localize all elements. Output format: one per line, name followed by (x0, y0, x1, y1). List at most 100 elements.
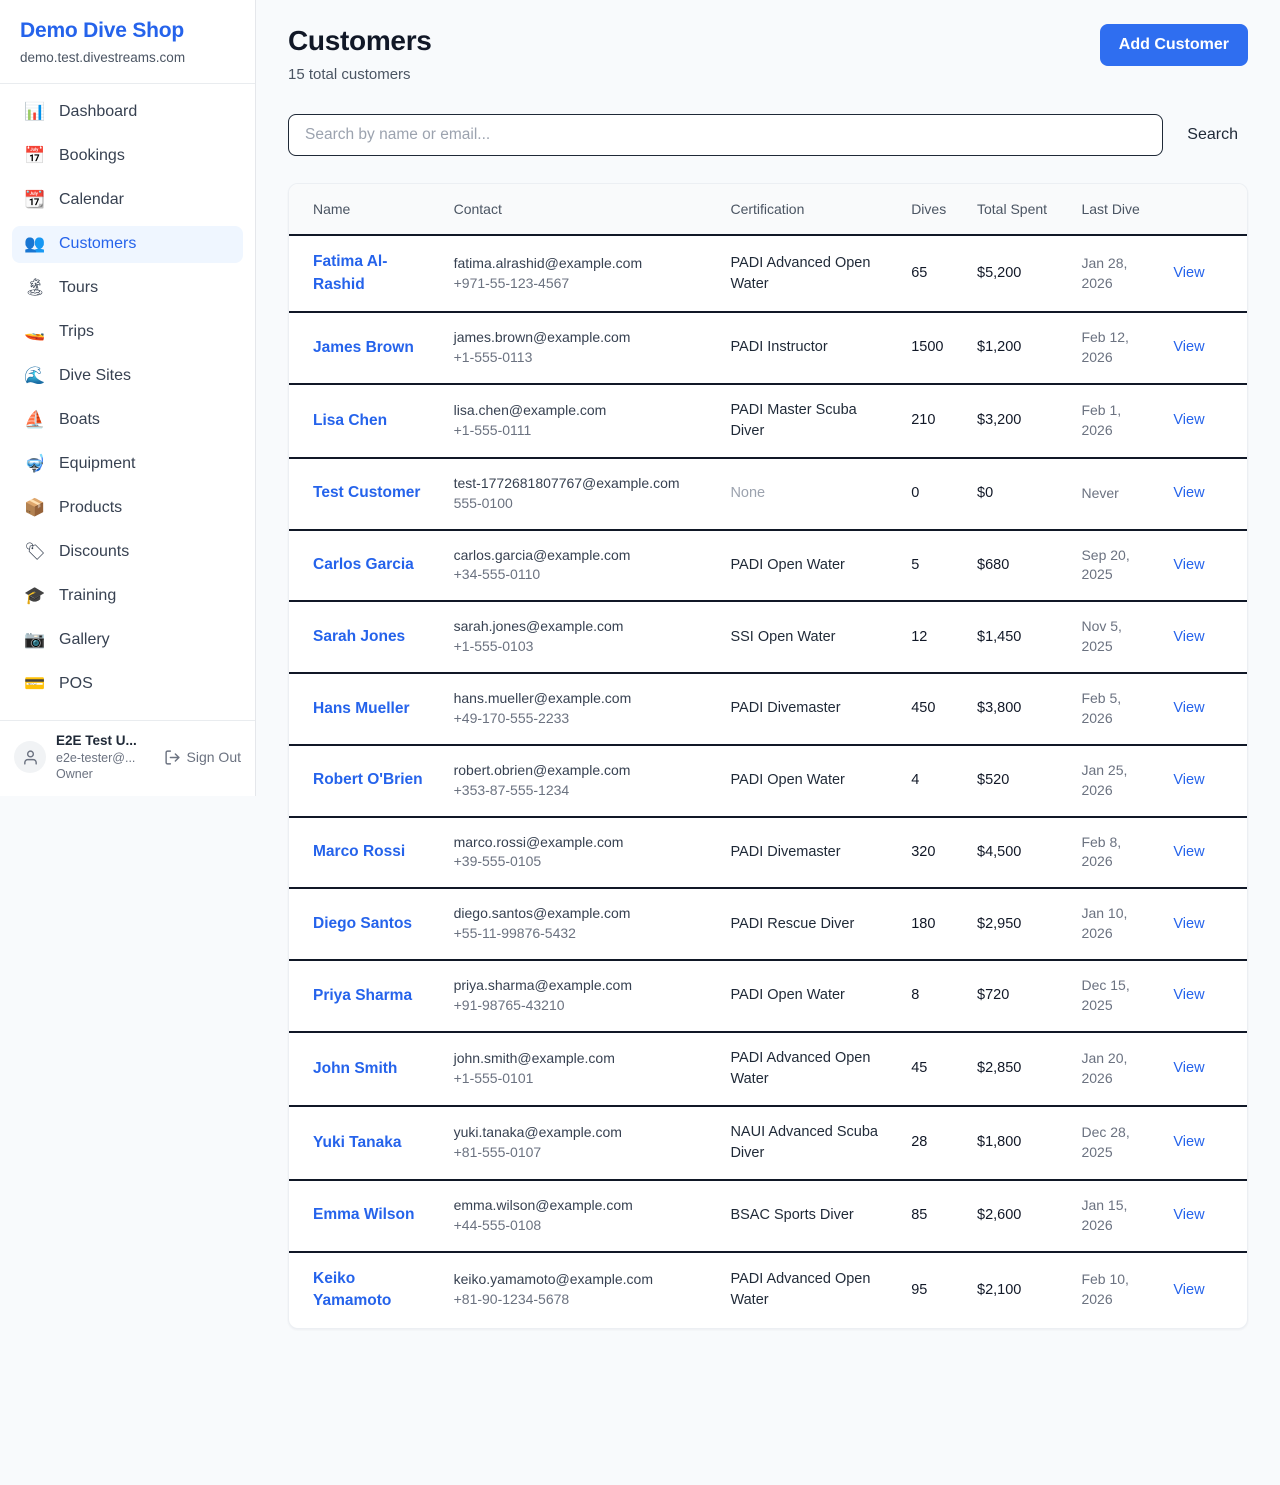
cell-actions: View (1163, 1105, 1247, 1181)
view-customer-link[interactable]: View (1173, 1207, 1205, 1224)
customer-last-dive: Feb 8, 2026 (1081, 833, 1122, 870)
user-role: Owner (56, 766, 93, 781)
customer-total-spent: $1,800 (977, 1134, 1022, 1151)
customer-certification: PADI Divemaster (730, 700, 841, 717)
sidebar-item-pos[interactable]: 💳 POS (12, 666, 243, 703)
customer-total-spent: $1,450 (977, 628, 1022, 645)
cell-total-spent: $520 (967, 744, 1072, 818)
add-customer-button[interactable]: Add Customer (1099, 24, 1248, 66)
customer-name-link[interactable]: Robert O'Brien (313, 771, 423, 789)
sidebar-item-discounts[interactable]: 🏷 Discounts (12, 534, 243, 571)
view-customer-link[interactable]: View (1173, 772, 1205, 789)
view-customer-link[interactable]: View (1173, 700, 1205, 717)
sidebar-item-label: Discounts (59, 543, 130, 561)
sidebar-nav: 📊 Dashboard 📅 Bookings 📆 Calendar 👥 Customers 🏝 T… (0, 84, 255, 720)
sidebar-item-products[interactable]: 📦 Products (12, 490, 243, 527)
cell-total-spent: $680 (967, 529, 1072, 603)
sidebar-item-dashboard[interactable]: 📊 Dashboard (12, 94, 243, 131)
view-customer-link[interactable]: View (1173, 628, 1205, 645)
cell-certification: PADI Master Scuba Diver (720, 383, 902, 459)
view-customer-link[interactable]: View (1173, 1060, 1205, 1077)
customer-name-link[interactable]: John Smith (313, 1059, 398, 1077)
customer-name-link[interactable]: Test Customer (313, 484, 421, 502)
credit-card-icon: 💳 (24, 673, 46, 694)
cell-contact: emma.wilson@example.com +44-555-0108 (443, 1179, 721, 1253)
sidebar-item-trips[interactable]: 🚤 Trips (12, 314, 243, 351)
view-customer-link[interactable]: View (1173, 412, 1205, 429)
cell-name: Keiko Yamamoto (289, 1252, 444, 1328)
customer-email: sarah.jones@example.com (453, 618, 624, 635)
table-row: Marco Rossi marco.rossi@example.com +39-55… (289, 816, 1247, 890)
customer-total-spent: $680 (977, 556, 1010, 573)
customer-name-link[interactable]: Emma Wilson (313, 1206, 415, 1224)
cell-last-dive: Dec 28, 2025 (1071, 1105, 1164, 1181)
sidebar-item-boats[interactable]: ⛵ Boats (12, 402, 243, 439)
customer-name-link[interactable]: Sarah Jones (313, 627, 406, 645)
customer-name-link[interactable]: Fatima Al-Rashid (313, 253, 388, 293)
customer-dives: 85 (911, 1207, 928, 1224)
view-customer-link[interactable]: View (1173, 265, 1205, 282)
view-customer-link[interactable]: View (1173, 1134, 1205, 1151)
cell-dives: 65 (901, 235, 967, 313)
cell-certification: PADI Advanced Open Water (720, 235, 902, 313)
sidebar-item-customers[interactable]: 👥 Customers (12, 225, 243, 263)
customer-name-link[interactable]: Priya Sharma (313, 986, 413, 1004)
view-customer-link[interactable]: View (1173, 843, 1205, 860)
customer-name-link[interactable]: Yuki Tanaka (313, 1133, 402, 1151)
customer-name-link[interactable]: James Brown (313, 338, 414, 356)
customer-name-link[interactable]: Lisa Chen (313, 411, 388, 429)
sidebar-item-label: Boats (59, 411, 100, 429)
sidebar-item-tours[interactable]: 🏝 Tours (12, 270, 243, 307)
sidebar-item-calendar[interactable]: 📆 Calendar (12, 182, 243, 219)
customer-name-link[interactable]: Carlos Garcia (313, 556, 414, 574)
cell-name: Carlos Garcia (289, 529, 444, 603)
customer-last-dive: Dec 15, 2025 (1081, 977, 1130, 1013)
column-header-last-dive: Last Dive (1071, 183, 1164, 237)
cell-last-dive: Feb 12, 2026 (1071, 312, 1164, 385)
customer-last-dive: Feb 12, 2026 (1081, 329, 1129, 365)
table-row: Yuki Tanaka yuki.tanaka@example.com +81-55… (289, 1105, 1247, 1181)
view-customer-link[interactable]: View (1173, 556, 1205, 573)
main-content: Customers 15 total customers Add Custome… (256, 0, 1280, 1359)
table-row: Test Customer test-1772681807767@example.… (289, 457, 1247, 531)
customer-name-link[interactable]: Hans Mueller (313, 699, 410, 717)
cell-last-dive: Jan 28, 2026 (1071, 235, 1164, 313)
view-customer-link[interactable]: View (1173, 987, 1205, 1004)
view-customer-link[interactable]: View (1173, 485, 1205, 502)
search-button[interactable]: Search (1177, 118, 1248, 152)
customer-name-link[interactable]: Marco Rossi (313, 843, 406, 861)
sidebar-item-label: Trips (59, 323, 94, 341)
cell-name: Hans Mueller (289, 673, 444, 746)
cell-actions: View (1163, 235, 1247, 313)
sidebar-item-gallery[interactable]: 📷 Gallery (12, 622, 243, 659)
search-input[interactable] (288, 113, 1164, 156)
cell-certification: PADI Open Water (720, 744, 902, 818)
customer-name-link[interactable]: Diego Santos (313, 914, 413, 932)
column-header-actions (1163, 183, 1247, 237)
view-customer-link[interactable]: View (1173, 915, 1205, 932)
customer-dives: 95 (911, 1281, 928, 1298)
cell-dives: 0 (901, 457, 967, 531)
cell-dives: 28 (901, 1105, 967, 1181)
cell-name: John Smith (289, 1031, 444, 1107)
customer-certification: PADI Rescue Diver (730, 915, 855, 932)
customer-dives: 28 (911, 1134, 928, 1151)
view-customer-link[interactable]: View (1173, 339, 1205, 356)
customer-phone: +1-555-0113 (453, 348, 533, 365)
table-row: Carlos Garcia carlos.garcia@example.com +3… (289, 529, 1247, 603)
cell-actions: View (1163, 888, 1247, 962)
cell-name: Test Customer (289, 457, 444, 531)
table-row: Hans Mueller hans.mueller@example.com +49-… (289, 673, 1247, 746)
cell-contact: robert.obrien@example.com +353-87-555-123… (443, 744, 721, 818)
customer-certification: PADI Open Water (730, 772, 845, 789)
cell-dives: 45 (901, 1031, 967, 1107)
sidebar-item-training[interactable]: 🎓 Training (12, 578, 243, 615)
sidebar-item-label: Gallery (59, 631, 110, 649)
sidebar-item-dive-sites[interactable]: 🌊 Dive Sites (12, 358, 243, 395)
sign-out-button[interactable]: Sign Out (164, 749, 241, 766)
sidebar-item-equipment[interactable]: 🤿 Equipment (12, 446, 243, 483)
view-customer-link[interactable]: View (1173, 1281, 1205, 1298)
sidebar-item-bookings[interactable]: 📅 Bookings (12, 138, 243, 175)
cell-last-dive: Jan 10, 2026 (1071, 888, 1164, 962)
customer-name-link[interactable]: Keiko Yamamoto (313, 1269, 392, 1310)
